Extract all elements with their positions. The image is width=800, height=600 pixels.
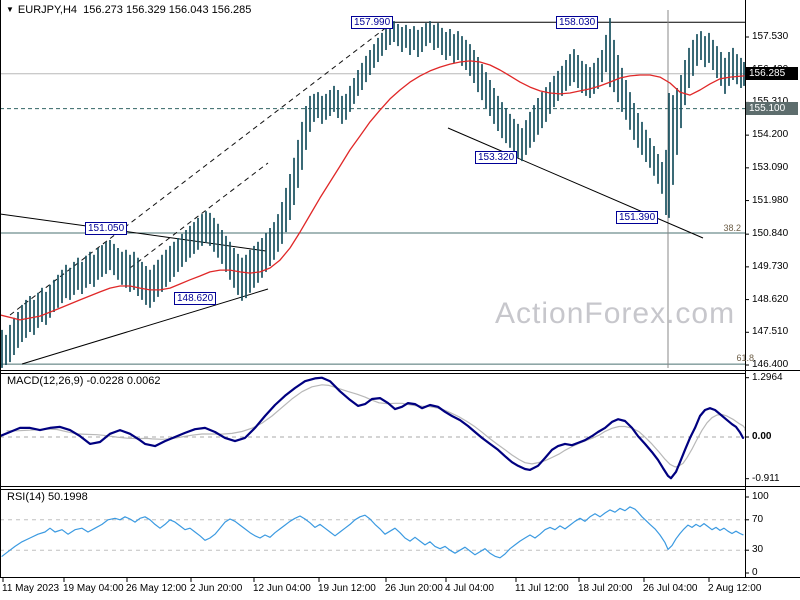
dashed-trendline-2 xyxy=(129,162,269,269)
ma-line xyxy=(0,60,745,321)
date-label: 2 Aug 12:00 xyxy=(708,583,762,594)
price-annotation-box[interactable]: 158.030 xyxy=(556,16,599,29)
rsi-tick-label: 0 xyxy=(752,567,758,578)
rsi-header: RSI(14) 50.1998 xyxy=(7,491,88,503)
date-label: 26 Jul 04:00 xyxy=(643,583,698,594)
date-label: 19 May 04:00 xyxy=(63,583,124,594)
watermark: ActionForex.com xyxy=(495,297,736,330)
price-annotation-box[interactable]: 153.320 xyxy=(475,151,518,164)
date-label: 11 May 2023 xyxy=(2,583,60,594)
macd-signal-line xyxy=(6,384,746,468)
price-bars xyxy=(1,18,745,368)
rsi-tick-label: 100 xyxy=(752,491,769,502)
rsi-tick-label: 70 xyxy=(752,514,764,525)
trendline-2 xyxy=(21,288,269,365)
rsi-line xyxy=(1,506,744,559)
chevron-down-icon[interactable]: ▼ xyxy=(6,5,14,14)
fib-label-61.8: 61.8 xyxy=(736,353,754,363)
date-label: 26 Jun 20:00 xyxy=(385,583,443,594)
price-annotation-box[interactable]: 148.620 xyxy=(174,292,217,305)
price-tick-label: 150.840 xyxy=(752,228,789,239)
price-tick-label: 154.200 xyxy=(752,129,789,140)
date-label: 26 May 12:00 xyxy=(126,583,187,594)
ohlc-values: 156.273 156.329 156.043 156.285 xyxy=(83,4,252,16)
price-tick-label: 147.510 xyxy=(752,326,789,337)
price-tick-label: 148.620 xyxy=(752,294,789,305)
macd-header: MACD(12,26,9) -0.0228 0.0062 xyxy=(7,375,161,387)
trendline-3 xyxy=(447,127,704,239)
fib-label-38.2: 38.2 xyxy=(723,223,741,233)
price-tick-label: 149.730 xyxy=(752,261,789,272)
price-tick-label: 151.980 xyxy=(752,195,789,206)
dashed-trendline-1 xyxy=(9,19,397,316)
date-label: 4 Jul 04:00 xyxy=(445,583,494,594)
price-annotation-box[interactable]: 157.990 xyxy=(351,16,394,29)
support-price-axis-box: 155.100 xyxy=(746,102,798,115)
rsi-tick-label: 30 xyxy=(752,544,764,555)
date-label: 11 Jul 12:00 xyxy=(515,583,569,594)
date-label: 19 Jun 12:00 xyxy=(318,583,376,594)
macd-tick-label: -0.911 xyxy=(752,473,780,484)
price-tick-label: 146.400 xyxy=(752,359,789,370)
current-price-axis-box: 156.285 xyxy=(746,67,798,80)
price-tick-label: 157.530 xyxy=(752,31,789,42)
price-tick-label: 153.090 xyxy=(752,162,789,173)
macd-main-line xyxy=(0,376,745,480)
chart-header: ▼ EURJPY,H4 156.273 156.329 156.043 156.2… xyxy=(6,4,251,16)
price-annotation-box[interactable]: 151.050 xyxy=(85,222,128,235)
price-annotation-box[interactable]: 151.390 xyxy=(616,211,659,224)
price-tick-label: 155.310 xyxy=(752,96,788,108)
date-label: 18 Jul 20:00 xyxy=(578,583,633,594)
date-label: 12 Jun 04:00 xyxy=(253,583,311,594)
date-label: 2 Jun 20:00 xyxy=(190,583,243,594)
macd-tick-label: 1.2964 xyxy=(752,372,783,383)
macd-tick-label: 0.00 xyxy=(752,431,772,442)
symbol-period-label: EURJPY,H4 xyxy=(17,4,78,16)
